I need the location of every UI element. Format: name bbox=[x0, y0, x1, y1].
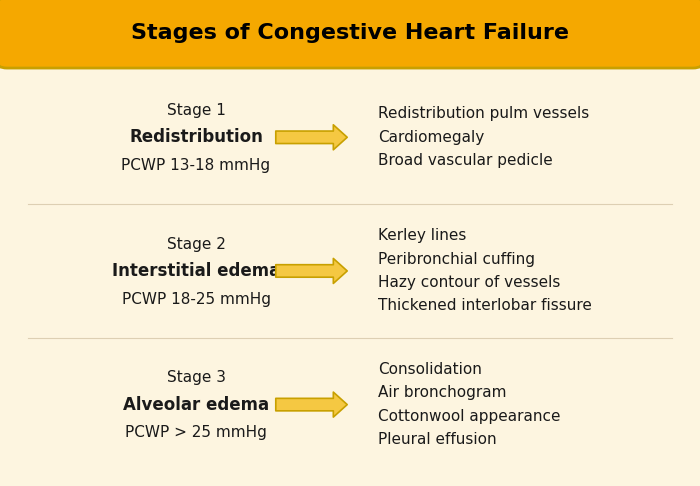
FancyArrowPatch shape bbox=[276, 125, 347, 150]
FancyArrowPatch shape bbox=[276, 259, 347, 283]
Text: Stage 2: Stage 2 bbox=[167, 237, 225, 252]
Text: Air bronchogram: Air bronchogram bbox=[378, 385, 507, 400]
Text: Broad vascular pedicle: Broad vascular pedicle bbox=[378, 153, 553, 168]
Text: Consolidation: Consolidation bbox=[378, 362, 482, 377]
Text: Thickened interlobar fissure: Thickened interlobar fissure bbox=[378, 298, 592, 313]
Text: Alveolar edema: Alveolar edema bbox=[123, 396, 269, 414]
Text: Redistribution: Redistribution bbox=[129, 128, 263, 146]
Text: PCWP > 25 mmHg: PCWP > 25 mmHg bbox=[125, 425, 267, 440]
Text: Stage 3: Stage 3 bbox=[167, 370, 225, 385]
Text: Interstitial edema: Interstitial edema bbox=[112, 262, 280, 280]
Text: PCWP 13-18 mmHg: PCWP 13-18 mmHg bbox=[121, 158, 271, 173]
Text: Stages of Congestive Heart Failure: Stages of Congestive Heart Failure bbox=[131, 23, 569, 43]
Text: Hazy contour of vessels: Hazy contour of vessels bbox=[378, 275, 561, 290]
Text: Stage 1: Stage 1 bbox=[167, 103, 225, 118]
Text: Redistribution pulm vessels: Redistribution pulm vessels bbox=[378, 106, 589, 122]
Text: Peribronchial cuffing: Peribronchial cuffing bbox=[378, 252, 535, 267]
Text: Cottonwool appearance: Cottonwool appearance bbox=[378, 409, 561, 424]
FancyArrowPatch shape bbox=[276, 392, 347, 417]
Text: Kerley lines: Kerley lines bbox=[378, 228, 466, 243]
Text: PCWP 18-25 mmHg: PCWP 18-25 mmHg bbox=[122, 292, 270, 307]
Text: Pleural effusion: Pleural effusion bbox=[378, 432, 496, 447]
FancyBboxPatch shape bbox=[0, 0, 700, 68]
Text: Cardiomegaly: Cardiomegaly bbox=[378, 130, 484, 145]
